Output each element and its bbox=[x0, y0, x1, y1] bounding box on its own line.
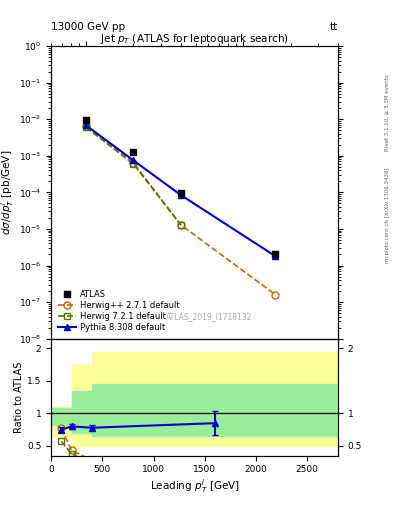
ATLAS bbox=[131, 149, 136, 155]
Text: tt: tt bbox=[330, 22, 338, 32]
ATLAS bbox=[273, 251, 278, 258]
Line: Herwig++ 2.7.1 default: Herwig++ 2.7.1 default bbox=[83, 122, 279, 298]
Pythia 8.308 default bbox=[84, 122, 88, 129]
Pythia 8.308 default bbox=[273, 253, 278, 259]
Text: 13000 GeV pp: 13000 GeV pp bbox=[51, 22, 125, 32]
Herwig++ 2.7.1 default bbox=[178, 222, 183, 228]
Herwig++ 2.7.1 default bbox=[131, 160, 136, 166]
Line: ATLAS: ATLAS bbox=[83, 117, 279, 258]
ATLAS bbox=[84, 117, 88, 123]
Herwig++ 2.7.1 default bbox=[84, 123, 88, 129]
Pythia 8.308 default bbox=[131, 157, 136, 163]
Herwig 7.2.1 default bbox=[131, 161, 136, 167]
Text: ATLAS_2019_I1718132: ATLAS_2019_I1718132 bbox=[166, 312, 252, 321]
Y-axis label: $d\sigma/dp_T^j$ [pb/GeV]: $d\sigma/dp_T^j$ [pb/GeV] bbox=[0, 150, 16, 235]
Text: Rivet 3.1.10, ≥ 3.3M events: Rivet 3.1.10, ≥ 3.3M events bbox=[385, 74, 389, 151]
Herwig++ 2.7.1 default bbox=[273, 291, 278, 297]
Line: Herwig 7.2.1 default: Herwig 7.2.1 default bbox=[83, 124, 184, 228]
Line: Pythia 8.308 default: Pythia 8.308 default bbox=[83, 122, 279, 260]
Text: mcplots.cern.ch [arXiv:1306.3436]: mcplots.cern.ch [arXiv:1306.3436] bbox=[385, 167, 389, 263]
Herwig 7.2.1 default bbox=[178, 222, 183, 228]
Title: Jet $p_T$ (ATLAS for leptoquark search): Jet $p_T$ (ATLAS for leptoquark search) bbox=[100, 32, 289, 46]
Pythia 8.308 default bbox=[178, 192, 183, 198]
Legend: ATLAS, Herwig++ 2.7.1 default, Herwig 7.2.1 default, Pythia 8.308 default: ATLAS, Herwig++ 2.7.1 default, Herwig 7.… bbox=[55, 287, 182, 334]
X-axis label: Leading $p_T^j$ [GeV]: Leading $p_T^j$ [GeV] bbox=[150, 477, 239, 495]
Herwig 7.2.1 default bbox=[84, 124, 88, 131]
Y-axis label: Ratio to ATLAS: Ratio to ATLAS bbox=[14, 361, 24, 433]
ATLAS bbox=[178, 190, 183, 196]
